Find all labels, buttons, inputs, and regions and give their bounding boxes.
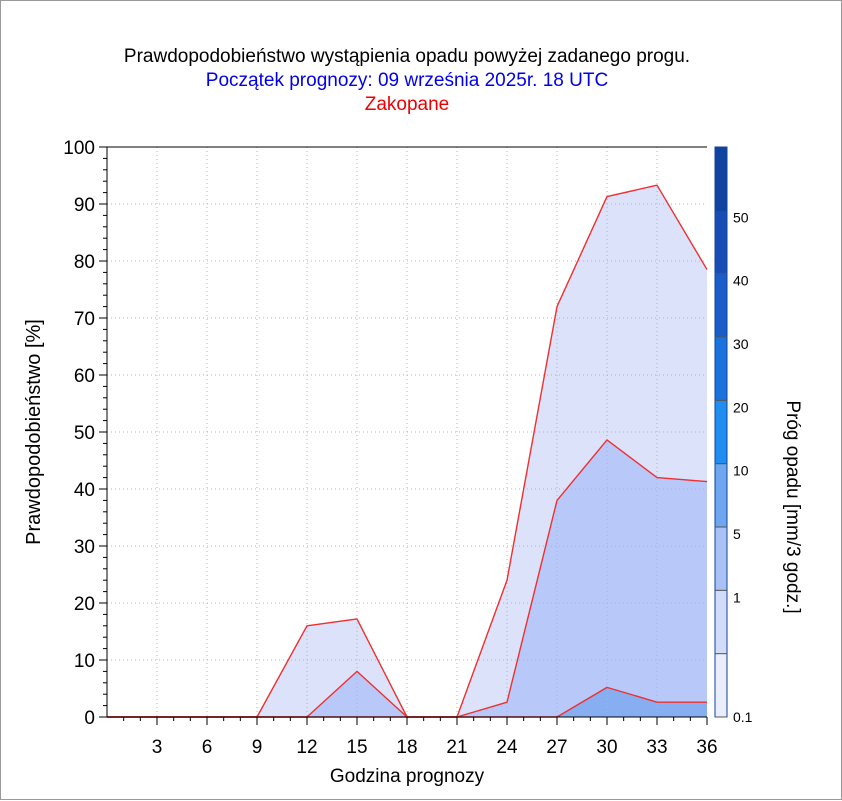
colorbar-tick-label: 0.1 [733,709,753,725]
colorbar-tick-label: 20 [733,399,749,415]
x-tick-label: 30 [596,737,617,758]
y-axis-label: Prawdopodobieństwo [%] [23,319,45,545]
gridlines [107,147,707,717]
x-tick-label: 3 [152,737,163,758]
x-tick-label: 21 [446,737,467,758]
y-tick-label: 60 [74,366,95,387]
x-tick-label: 12 [296,737,317,758]
colorbar [714,146,728,718]
colorbar-ticks: 0.1 1 5 10 20 30 40 50 [715,209,753,725]
x-tick-label: 24 [496,737,518,758]
x-tick-label: 15 [346,737,367,758]
x-axis-ticks: 3 6 9 12 15 18 21 24 27 30 33 36 [123,717,718,758]
colorbar-tick-label: 30 [733,336,749,352]
y-tick-label: 30 [74,537,95,558]
x-tick-label: 6 [202,737,213,758]
y-tick-label: 10 [74,651,95,672]
x-tick-label: 27 [546,737,567,758]
colorbar-segment [715,463,727,528]
colorbar-tick-label: 10 [733,463,749,479]
colorbar-label: Próg opadu [mm/3 godz.] [782,400,803,613]
y-tick-label: 40 [74,480,95,501]
colorbar-segment [715,527,727,591]
y-tick-label: 90 [74,195,95,216]
colorbar-segment [715,337,727,401]
y-tick-label: 20 [74,594,95,615]
colorbar-segment [715,273,727,338]
x-axis-label: Godzina prognozy [330,766,485,787]
y-tick-label: 70 [74,309,95,330]
chart-title: Prawdopodobieństwo wystąpienia opadu pow… [124,46,690,67]
chart-subtitle: Początek prognozy: 09 września 2025r. 18… [206,70,608,91]
colorbar-segment [715,400,727,465]
y-tick-label: 0 [84,708,95,729]
y-axis-ticks: 0 10 20 30 40 50 60 70 80 90 100 [63,138,107,729]
chart-location: Zakopane [365,94,450,115]
colorbar-tick-label: 40 [733,273,749,289]
x-tick-label: 36 [696,737,717,758]
y-tick-label: 100 [63,138,95,159]
area-threshold-3 [107,687,707,717]
colorbar-tick-label: 50 [733,209,749,225]
colorbar-segment [715,590,727,655]
x-tick-label: 18 [396,737,417,758]
colorbar-tick-label: 1 [733,589,741,605]
colorbar-segment [715,210,727,275]
colorbar-segment [715,147,727,211]
y-tick-label: 50 [74,423,95,444]
colorbar-tick-label: 5 [733,526,741,542]
x-tick-label: 33 [646,737,667,758]
colorbar-segment [715,653,727,718]
x-tick-label: 9 [252,737,263,758]
y-tick-label: 80 [74,252,95,273]
